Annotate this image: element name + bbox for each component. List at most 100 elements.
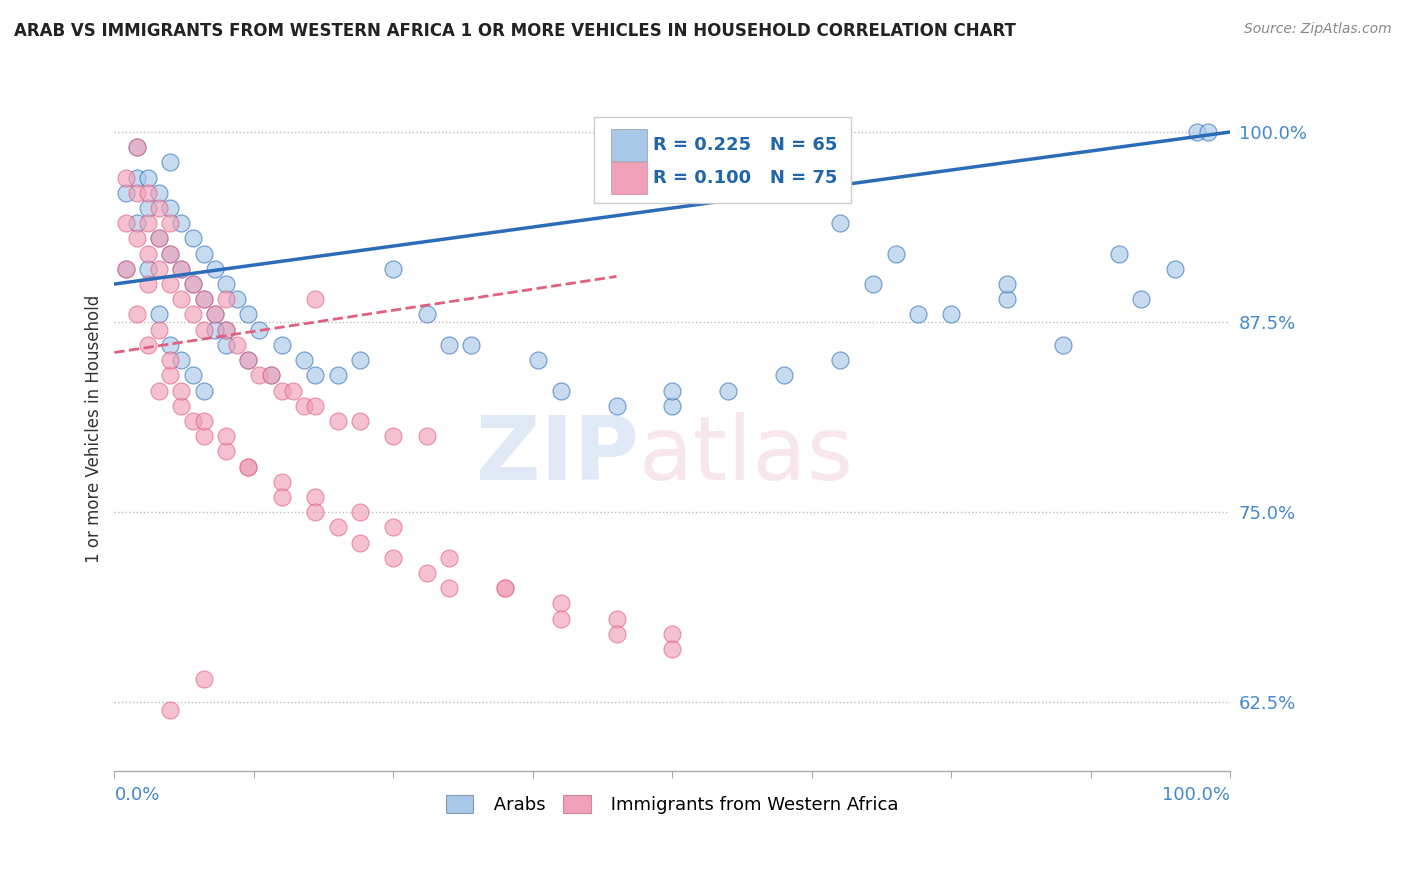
Point [170,261,193,276]
Point [159,703,181,717]
Point [326,414,349,428]
Point [326,520,349,534]
Point [259,368,281,383]
Point [326,368,349,383]
Point [159,201,181,215]
Text: ZIP: ZIP [477,412,638,500]
Point [114,261,136,276]
Point [181,414,204,428]
Point [416,429,439,443]
Point [1052,338,1074,352]
FancyBboxPatch shape [612,129,647,161]
Point [193,414,215,428]
Point [159,246,181,260]
Point [550,596,572,610]
Point [349,414,371,428]
Point [159,353,181,368]
Point [170,353,193,368]
Point [606,612,628,626]
Point [304,505,326,519]
Point [125,231,148,245]
Point [181,277,204,291]
Point [416,308,439,322]
Point [304,368,326,383]
Point [416,566,439,580]
Point [170,384,193,398]
Point [382,550,405,565]
Point [292,399,315,413]
Point [270,475,292,489]
Point [382,520,405,534]
Point [215,323,238,337]
Point [550,612,572,626]
Point [226,338,249,352]
Point [148,308,170,322]
Point [136,338,159,352]
Point [717,384,740,398]
Point [148,231,170,245]
Point [281,384,304,398]
Point [828,353,851,368]
Point [349,535,371,549]
Point [862,277,884,291]
Point [550,384,572,398]
Point [159,216,181,230]
Text: atlas: atlas [638,412,853,500]
Point [437,338,460,352]
Point [995,292,1018,306]
Point [270,490,292,504]
FancyBboxPatch shape [612,162,647,194]
Point [181,231,204,245]
Point [181,308,204,322]
Point [125,140,148,154]
Point [382,261,405,276]
Point [148,201,170,215]
Point [136,186,159,200]
Point [136,277,159,291]
Point [136,201,159,215]
Point [125,308,148,322]
Text: R = 0.225   N = 65: R = 0.225 N = 65 [654,136,838,154]
Text: ARAB VS IMMIGRANTS FROM WESTERN AFRICA 1 OR MORE VEHICLES IN HOUSEHOLD CORRELATI: ARAB VS IMMIGRANTS FROM WESTERN AFRICA 1… [14,22,1017,40]
Point [159,338,181,352]
Point [193,384,215,398]
Point [159,277,181,291]
Point [349,505,371,519]
Point [437,550,460,565]
Point [249,368,271,383]
Point [661,384,683,398]
Point [114,216,136,230]
Point [193,292,215,306]
Point [181,368,204,383]
Point [1108,246,1130,260]
Point [215,444,238,458]
Point [114,170,136,185]
Point [148,323,170,337]
Text: R = 0.100   N = 75: R = 0.100 N = 75 [654,169,838,187]
Point [181,277,204,291]
Point [193,323,215,337]
Point [941,308,963,322]
Point [125,140,148,154]
Point [193,246,215,260]
Point [215,277,238,291]
Point [349,353,371,368]
Point [159,368,181,383]
Point [125,170,148,185]
Point [606,627,628,641]
Point [437,581,460,595]
Point [494,581,516,595]
Point [148,231,170,245]
Point [270,338,292,352]
Point [1197,125,1219,139]
Point [270,384,292,398]
Point [460,338,482,352]
Point [148,186,170,200]
Point [238,459,260,474]
Point [193,673,215,687]
Point [907,308,929,322]
Point [661,642,683,657]
Point [382,429,405,443]
Text: 100.0%: 100.0% [1163,786,1230,804]
Point [828,216,851,230]
